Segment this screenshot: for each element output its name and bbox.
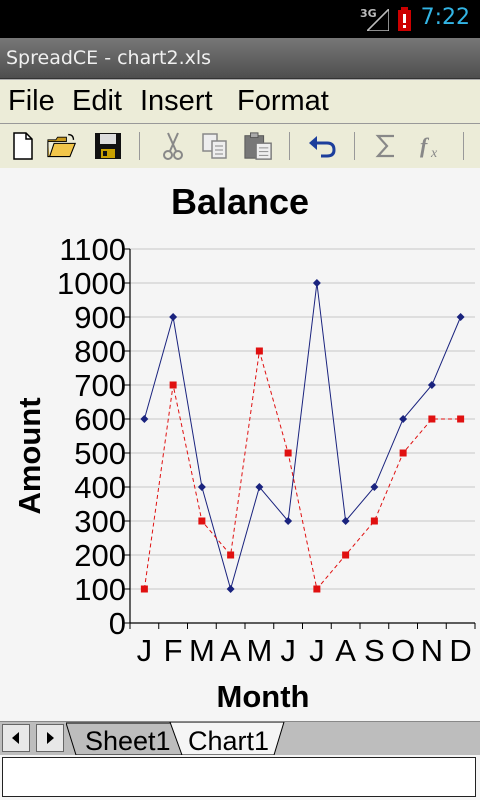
svg-text:x: x — [430, 146, 438, 161]
app-title: SpreadCE - chart2.xls — [6, 47, 212, 69]
x-tick-label: S — [364, 633, 385, 668]
menu-format[interactable]: Format — [237, 85, 329, 117]
menu-insert[interactable]: Insert — [140, 85, 213, 117]
save-icon[interactable] — [93, 131, 123, 161]
y-tick-label: 900 — [74, 300, 126, 335]
menu-bar: File Edit Insert Format — [0, 79, 480, 124]
function-icon[interactable]: f x — [418, 131, 448, 161]
tab-sheet1[interactable]: Sheet1 — [85, 726, 171, 756]
series-2-line — [143, 350, 461, 591]
chart-title: Balance — [171, 181, 309, 222]
scroll-tabs-left-button[interactable] — [2, 724, 30, 752]
x-tick-label: O — [391, 633, 415, 668]
y-tick-label: 100 — [74, 572, 126, 607]
tab-chart1[interactable]: Chart1 — [188, 726, 270, 756]
sheet-tab-bar: Sheet1 Chart1 — [0, 721, 480, 756]
toolbar-separator — [139, 132, 140, 160]
menu-edit[interactable]: Edit — [72, 85, 122, 117]
series-2-point — [169, 381, 177, 389]
x-tick-label: F — [164, 633, 183, 668]
series-2-point — [284, 449, 292, 457]
y-tick-label: 400 — [74, 470, 126, 505]
y-tick-label: 200 — [74, 538, 126, 573]
series-2-point — [198, 517, 206, 525]
formula-input[interactable] — [2, 757, 476, 797]
series-2-point — [313, 585, 321, 593]
x-tick-label: A — [220, 633, 241, 668]
y-tick-label: 700 — [74, 368, 126, 403]
series-1-line — [143, 282, 462, 591]
new-file-icon[interactable] — [8, 131, 38, 161]
scroll-tabs-right-button[interactable] — [36, 724, 64, 752]
network-type: 3G — [360, 7, 377, 20]
y-tick-label: 0 — [109, 606, 126, 641]
series-2-point — [140, 585, 148, 593]
series-1-point — [427, 381, 436, 389]
arrow-left-icon — [12, 732, 19, 744]
y-tick-label: 500 — [74, 436, 126, 471]
series-1-point — [456, 313, 465, 321]
series-1-point — [226, 585, 235, 593]
series-1-point — [197, 483, 206, 491]
line-chart: Balance Month Amount 0100200300400500600… — [12, 181, 476, 714]
undo-icon[interactable] — [307, 131, 337, 161]
series-1-point — [169, 313, 178, 321]
x-tick-label: A — [335, 633, 356, 668]
cut-icon[interactable] — [158, 131, 188, 161]
x-tick-label: J — [309, 633, 325, 668]
toolbar-separator — [289, 132, 290, 160]
signal-icon — [367, 9, 389, 31]
series-2-point — [227, 551, 235, 559]
series-1-point — [284, 517, 293, 525]
menu-file[interactable]: File — [8, 85, 55, 117]
series-1-point — [255, 483, 264, 491]
series-2-point — [399, 449, 407, 457]
svg-text:f: f — [420, 133, 430, 158]
clock: 7:22 — [420, 5, 470, 30]
paste-icon[interactable] — [243, 131, 273, 161]
series-1-point — [370, 483, 379, 491]
toolbar: f x — [0, 123, 480, 169]
y-axis-label: Amount — [12, 397, 47, 514]
title-bar: SpreadCE - chart2.xls — [0, 38, 480, 79]
chart-area[interactable]: Balance Month Amount 0 100 200 300 400 500 600… — [0, 168, 480, 721]
series-1-point — [399, 415, 408, 423]
x-axis-label: Month — [217, 679, 310, 714]
y-tick-label: 800 — [74, 334, 126, 369]
x-tick-label: N — [421, 633, 443, 668]
series-2-point — [370, 517, 378, 525]
x-tick-label: J — [280, 633, 296, 668]
toolbar-separator — [463, 132, 464, 160]
y-tick-label: 1100 — [59, 232, 126, 267]
toolbar-separator — [354, 132, 355, 160]
tab-shapes — [66, 722, 285, 756]
battery-alert-icon — [398, 7, 411, 31]
x-tick-label: M — [189, 633, 215, 668]
series-1-point — [312, 279, 321, 287]
open-folder-icon[interactable] — [47, 131, 77, 161]
arrow-right-icon — [47, 732, 54, 744]
series-2-point — [342, 551, 350, 559]
series-2-point — [457, 415, 465, 423]
x-tick-label: J — [137, 633, 153, 668]
x-tick-label: M — [246, 633, 272, 668]
status-bar: 3G 7:22 — [0, 0, 480, 38]
series-2-point — [255, 347, 263, 355]
sum-icon[interactable] — [372, 131, 402, 161]
y-tick-label: 1000 — [57, 266, 126, 301]
series-1-point — [140, 415, 149, 423]
y-tick-label: 600 — [74, 402, 126, 437]
y-tick-label: 300 — [74, 504, 126, 539]
x-tick-label: D — [449, 633, 471, 668]
series-1-point — [341, 517, 350, 525]
series-2-point — [428, 415, 436, 423]
copy-icon[interactable] — [200, 131, 230, 161]
input-bar — [0, 755, 480, 800]
